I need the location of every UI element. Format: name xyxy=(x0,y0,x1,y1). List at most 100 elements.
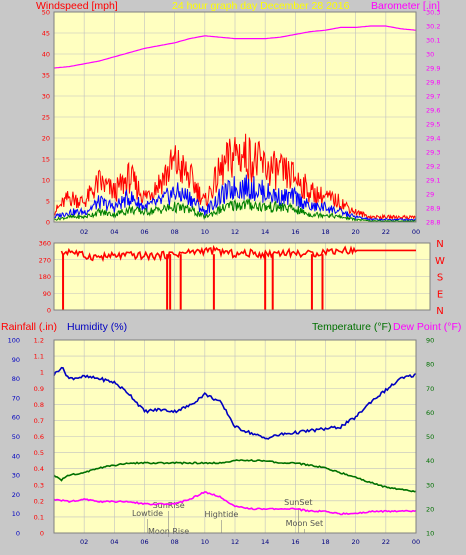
rainfall-axis-title: Rainfall (.in) xyxy=(1,321,58,333)
time-tick-label: 12 xyxy=(231,538,239,546)
humidity-tick-label: 0 xyxy=(16,530,20,538)
time-tick-label: 22 xyxy=(382,228,390,236)
time-tick-label: 02 xyxy=(80,228,88,236)
compass-label-e: E xyxy=(437,289,443,300)
barometer-tick-label: 29.8 xyxy=(426,79,440,87)
compass-label-n: N xyxy=(436,239,443,250)
windspeed-tick-label: 5 xyxy=(46,198,50,206)
rainfall-tick-label: 1.2 xyxy=(34,337,44,345)
rainfall-tick-label: 0.3 xyxy=(34,481,44,489)
windspeed-tick-label: 20 xyxy=(42,135,50,143)
temp-humidity-ticks: 0 0.1 0.2 0.3 0.4 0.5 0.6 0.7 0.8 0.9 1 1.1 1.2 0 10 20… xyxy=(8,337,435,547)
temperature-tick-label: 60 xyxy=(426,409,434,417)
humidity-tick-label: 30 xyxy=(12,472,20,480)
time-tick-label: 20 xyxy=(352,228,360,236)
barometer-tick-label: 30 xyxy=(426,51,434,59)
temp-humidity-frame xyxy=(53,339,417,534)
time-tick-label: 00 xyxy=(412,538,420,546)
windspeed-axis-title: Windspeed [mph] xyxy=(36,0,118,12)
rainfall-tick-label: 0.6 xyxy=(34,433,44,441)
time-tick-label: 20 xyxy=(352,538,360,546)
chart-title: 24 hour graph day December 28 2016 xyxy=(172,0,350,12)
compass-label-s: S xyxy=(437,273,443,284)
compass-label-w: W xyxy=(435,256,445,267)
time-tick-label: 02 xyxy=(80,538,88,546)
windspeed-tick-label: 30 xyxy=(42,93,50,101)
barometer-tick-label: 28.8 xyxy=(426,219,440,227)
humidity-tick-label: 10 xyxy=(12,510,20,518)
barometer-tick-label: 29.1 xyxy=(426,177,440,185)
time-tick-label: 16 xyxy=(291,228,299,236)
direction-tick-label: 180 xyxy=(39,273,51,281)
event-label: Hightide xyxy=(205,510,239,519)
humidity-tick-label: 40 xyxy=(12,452,20,460)
direction-frame xyxy=(53,242,431,311)
windspeed-tick-label: 15 xyxy=(42,156,50,164)
time-tick-label: 14 xyxy=(261,228,269,236)
rainfall-tick-label: 0.9 xyxy=(34,385,44,393)
rainfall-tick-label: 0.4 xyxy=(34,465,44,473)
direction-series xyxy=(60,244,416,310)
rainfall-tick-label: 0.1 xyxy=(34,513,44,521)
event-label: Moon Rise xyxy=(148,527,189,536)
time-tick-label: 08 xyxy=(171,228,179,236)
temperature-tick-label: 30 xyxy=(426,481,434,489)
direction-tick-label: 360 xyxy=(39,240,51,248)
windspeed-line xyxy=(53,133,417,221)
time-tick-label: 22 xyxy=(382,538,390,546)
rainfall-tick-label: 0 xyxy=(40,530,44,538)
time-tick-label: 18 xyxy=(321,228,329,236)
event-label: Moon Set xyxy=(286,519,323,528)
windspeed-tick-label: 45 xyxy=(42,30,50,38)
temperature-line xyxy=(53,458,417,493)
humidity-axis-title: Humidity (%) xyxy=(67,321,128,333)
temperature-tick-label: 50 xyxy=(426,433,434,441)
wind-baro-series xyxy=(53,25,417,223)
time-tick-label: 12 xyxy=(231,228,239,236)
dewpoint-axis-title: Dew Point (°F) xyxy=(393,321,462,333)
barometer-tick-label: 29.7 xyxy=(426,93,440,101)
windspeed-tick-label: 0 xyxy=(46,219,50,227)
humidity-tick-label: 20 xyxy=(12,491,20,499)
rainfall-tick-label: 1 xyxy=(40,369,44,377)
time-tick-label: 04 xyxy=(110,538,118,546)
barometer-tick-label: 29.5 xyxy=(426,121,440,129)
rainfall-tick-label: 1.1 xyxy=(34,353,44,361)
temp-humidity-series xyxy=(53,366,417,516)
direction-tick-label: 90 xyxy=(43,290,51,298)
barometer-line xyxy=(53,25,417,69)
rainfall-tick-label: 0.8 xyxy=(34,401,44,409)
barometer-tick-label: 29.2 xyxy=(426,163,440,171)
barometer-tick-label: 30.2 xyxy=(426,23,440,31)
rainfall-tick-label: 0.5 xyxy=(34,449,44,457)
rainfall-tick-label: 0.2 xyxy=(34,497,44,505)
event-label: Lowtide xyxy=(132,509,163,518)
temperature-tick-label: 10 xyxy=(426,530,434,538)
humidity-tick-label: 50 xyxy=(12,433,20,441)
compass-label-n: N xyxy=(436,306,443,317)
windspeed-line xyxy=(53,198,417,223)
time-tick-label: 04 xyxy=(110,228,118,236)
wind-baro-ticks: 0 5 10 15 20 25 30 35 40 45 50 28.8 28.9 29 29.1 29.2 29… xyxy=(42,9,441,237)
barometer-tick-label: 29.9 xyxy=(426,65,440,73)
wind-direction-line xyxy=(60,244,416,263)
humidity-tick-label: 70 xyxy=(12,394,20,402)
windspeed-tick-label: 40 xyxy=(42,51,50,59)
temperature-tick-label: 40 xyxy=(426,457,434,465)
time-tick-label: 18 xyxy=(321,538,329,546)
barometer-tick-label: 29.3 xyxy=(426,149,440,157)
direction-ticks: 0 90 180 270 360 xyxy=(39,240,51,315)
windspeed-tick-label: 10 xyxy=(42,177,50,185)
humidity-line xyxy=(53,366,417,440)
temperature-tick-label: 80 xyxy=(426,361,434,369)
windspeed-tick-label: 50 xyxy=(42,9,50,17)
time-tick-label: 14 xyxy=(261,538,269,546)
windspeed-tick-label: 35 xyxy=(42,72,50,80)
humidity-tick-label: 90 xyxy=(12,356,20,364)
humidity-tick-label: 80 xyxy=(12,375,20,383)
rainfall-tick-label: 0.7 xyxy=(34,417,44,425)
temperature-tick-label: 70 xyxy=(426,385,434,393)
